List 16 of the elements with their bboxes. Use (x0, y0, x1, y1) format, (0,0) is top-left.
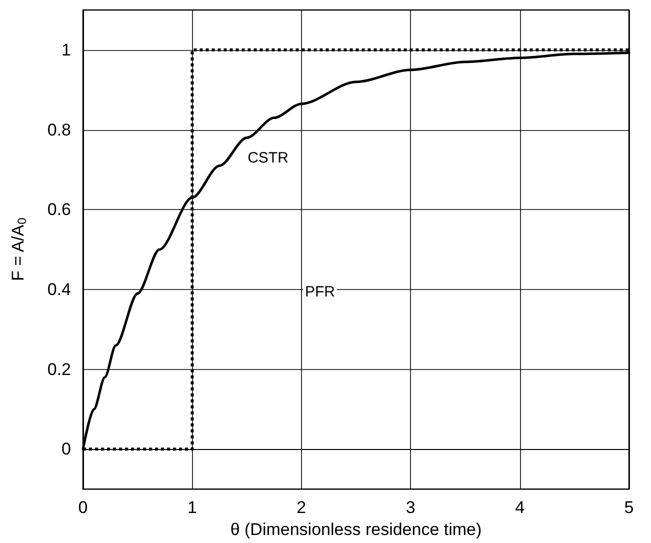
annotation: CSTR (248, 150, 289, 166)
x-tick-label: 1 (187, 498, 197, 518)
x-tick-label: 4 (515, 498, 525, 518)
x-tick-label: 5 (624, 498, 634, 518)
x-tick-label: 2 (296, 498, 306, 518)
y-tick-label: 1 (62, 40, 71, 60)
x-axis-title: θ (Dimensionless residence time) (230, 520, 482, 539)
y-tick-label: 0 (62, 440, 71, 459)
y-tick-label: 0.6 (47, 200, 71, 220)
y-tick-label: 0.8 (47, 120, 71, 140)
x-tick-label: 0 (78, 498, 88, 518)
y-tick-label: 0.2 (47, 360, 71, 379)
y-axis-title: F = A/A0 (8, 217, 29, 282)
annotation: PFR (305, 284, 336, 300)
y-tick-label: 0.4 (47, 280, 71, 299)
x-tick-label: 3 (406, 498, 416, 518)
